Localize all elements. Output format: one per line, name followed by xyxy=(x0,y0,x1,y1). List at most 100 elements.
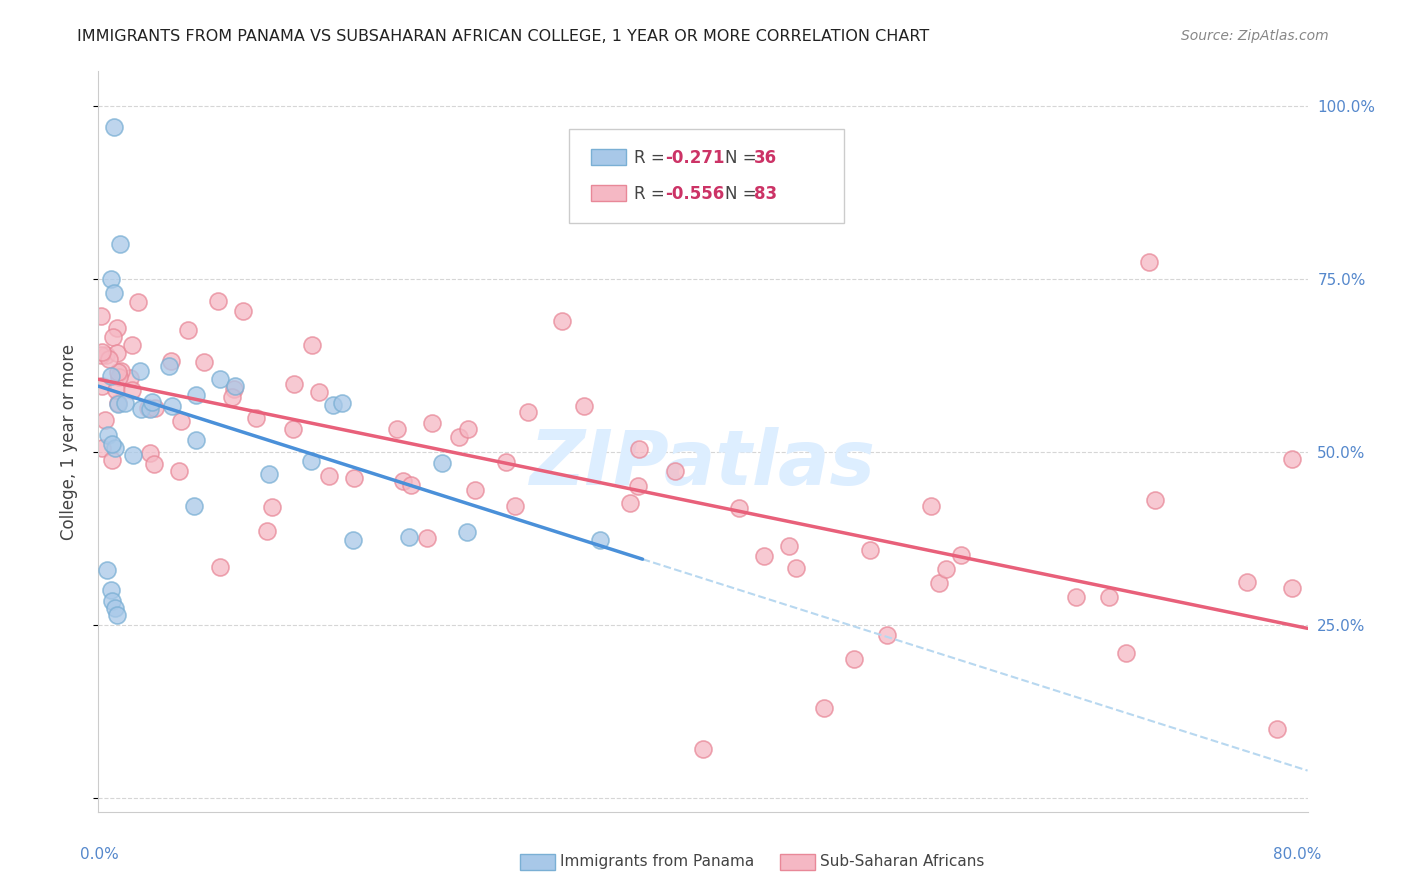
Point xyxy=(1115,646,1137,660)
Point xyxy=(385,422,408,436)
Point xyxy=(127,295,149,310)
Point xyxy=(232,304,254,318)
Point xyxy=(176,323,198,337)
Text: R =: R = xyxy=(634,149,671,167)
Point xyxy=(142,457,165,471)
Point xyxy=(160,354,183,368)
Point xyxy=(627,442,650,457)
Point xyxy=(318,469,340,483)
Text: 83: 83 xyxy=(754,185,776,202)
Point xyxy=(104,442,127,456)
Text: 0.0%: 0.0% xyxy=(80,847,120,862)
Point xyxy=(1236,574,1258,589)
Point xyxy=(224,379,246,393)
Point xyxy=(664,464,686,478)
Point xyxy=(105,320,128,334)
Point xyxy=(108,369,131,384)
Point xyxy=(100,369,122,384)
Point xyxy=(100,272,122,286)
Point xyxy=(94,348,117,362)
Point xyxy=(844,652,866,666)
Point xyxy=(183,500,205,514)
Point xyxy=(785,561,807,575)
Point xyxy=(692,742,714,756)
Point xyxy=(114,395,136,409)
Point xyxy=(342,533,364,547)
Point xyxy=(222,382,245,396)
Point xyxy=(118,371,141,385)
Point xyxy=(209,560,232,574)
Point xyxy=(94,413,117,427)
Point xyxy=(859,543,882,558)
Point xyxy=(136,401,159,415)
Point xyxy=(103,285,125,300)
Point xyxy=(283,377,305,392)
Point xyxy=(813,701,835,715)
Point xyxy=(139,402,162,417)
Point xyxy=(121,383,143,397)
Point xyxy=(257,467,280,481)
Point xyxy=(343,471,366,485)
Point xyxy=(589,533,612,547)
Point xyxy=(221,390,243,404)
Point xyxy=(260,500,283,515)
Text: Source: ZipAtlas.com: Source: ZipAtlas.com xyxy=(1181,29,1329,43)
Point xyxy=(122,448,145,462)
Point xyxy=(1281,581,1303,595)
Point xyxy=(141,395,163,409)
Point xyxy=(330,396,353,410)
Point xyxy=(103,120,125,134)
Point xyxy=(430,456,453,470)
Point xyxy=(517,405,540,419)
Point xyxy=(256,524,278,538)
Point xyxy=(105,346,128,360)
Point xyxy=(90,348,112,362)
Text: IMMIGRANTS FROM PANAMA VS SUBSAHARAN AFRICAN COLLEGE, 1 YEAR OR MORE CORRELATION: IMMIGRANTS FROM PANAMA VS SUBSAHARAN AFR… xyxy=(77,29,929,44)
Point xyxy=(245,410,267,425)
Point xyxy=(619,496,641,510)
Point xyxy=(97,428,120,442)
Text: R =: R = xyxy=(634,185,671,202)
Point xyxy=(98,352,121,367)
Point xyxy=(301,338,323,352)
Point xyxy=(209,372,232,386)
Point xyxy=(416,532,439,546)
Point xyxy=(1137,254,1160,268)
Point xyxy=(101,453,124,467)
Point xyxy=(186,433,208,447)
Point xyxy=(207,294,229,309)
Point xyxy=(1098,590,1121,604)
Point xyxy=(420,417,443,431)
Point xyxy=(399,478,422,492)
Point xyxy=(283,422,305,436)
Point xyxy=(447,430,470,444)
Point xyxy=(392,474,415,488)
Point xyxy=(101,330,124,344)
Point xyxy=(167,464,190,478)
Point xyxy=(170,414,193,428)
Point xyxy=(457,422,479,436)
Point xyxy=(90,378,112,392)
Point xyxy=(322,398,344,412)
Point xyxy=(1064,590,1087,604)
Point xyxy=(456,524,478,539)
Point xyxy=(728,501,751,516)
Point xyxy=(503,499,526,513)
Point xyxy=(935,562,957,576)
Text: 80.0%: 80.0% xyxy=(1274,847,1322,862)
Text: 36: 36 xyxy=(754,149,776,167)
Point xyxy=(160,399,183,413)
Point xyxy=(398,529,420,543)
Point xyxy=(876,628,898,642)
Point xyxy=(1267,722,1289,736)
Point xyxy=(90,309,112,323)
Point xyxy=(1144,492,1167,507)
Point xyxy=(193,354,215,368)
Point xyxy=(105,607,128,622)
Point xyxy=(107,396,129,410)
Point xyxy=(464,483,486,497)
Point xyxy=(949,548,972,562)
Point xyxy=(143,401,166,415)
Point xyxy=(299,454,322,468)
Point xyxy=(110,364,132,378)
